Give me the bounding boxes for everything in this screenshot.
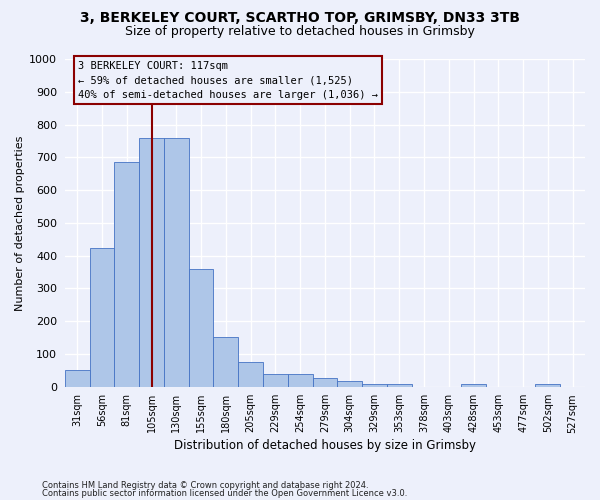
Bar (115, 162, 139, 387)
Text: Contains HM Land Registry data © Crown copyright and database right 2024.: Contains HM Land Registry data © Crown c… (42, 481, 368, 490)
Bar (238, 362, 263, 387)
Bar (188, 269, 214, 387)
Text: 3 BERKELEY COURT: 117sqm
← 59% of detached houses are smaller (1,525)
40% of sem: 3 BERKELEY COURT: 117sqm ← 59% of detach… (77, 60, 377, 100)
Text: Size of property relative to detached houses in Grimsby: Size of property relative to detached ho… (125, 25, 475, 38)
Bar (313, 378, 337, 387)
Text: 3, BERKELEY COURT, SCARTHO TOP, GRIMSBY, DN33 3TB: 3, BERKELEY COURT, SCARTHO TOP, GRIMSBY,… (80, 11, 520, 25)
Bar (362, 384, 387, 387)
Bar (65, 370, 89, 387)
Bar (535, 384, 560, 387)
X-axis label: Distribution of detached houses by size in Grimsby: Distribution of detached houses by size … (174, 440, 476, 452)
Bar (89, 248, 115, 387)
Bar (288, 374, 313, 387)
Bar (263, 374, 288, 387)
Bar (387, 384, 412, 387)
Y-axis label: Number of detached properties: Number of detached properties (15, 135, 25, 310)
Bar (214, 336, 238, 387)
Bar (461, 384, 486, 387)
Bar (164, 138, 188, 387)
Bar (139, 138, 164, 387)
Text: Contains public sector information licensed under the Open Government Licence v3: Contains public sector information licen… (42, 490, 407, 498)
Bar (337, 381, 362, 387)
